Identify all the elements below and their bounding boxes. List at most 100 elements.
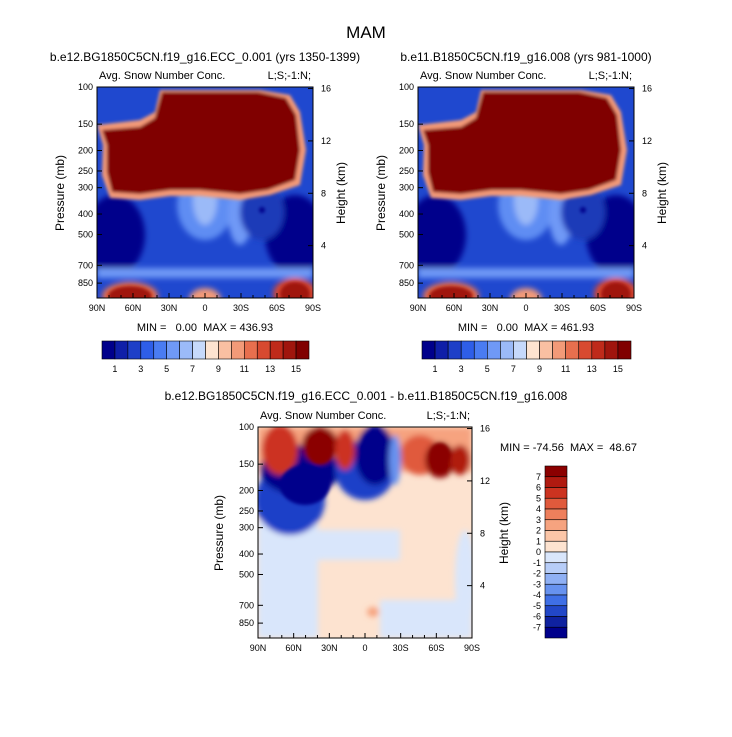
colorbar-swatch xyxy=(539,340,553,360)
colorbar-swatch xyxy=(544,626,568,639)
y-tick-label: 250 xyxy=(399,166,414,176)
y-tick-label: 400 xyxy=(78,209,93,219)
panel-ecc: b.e12.BG1850C5CN.f19_g16.ECC_0.001 (yrs … xyxy=(50,50,360,334)
y-tick-label: 100 xyxy=(78,82,93,92)
colorbar-label: 0 xyxy=(536,547,541,557)
x-tick-label: 90S xyxy=(305,303,321,313)
colorbar-swatch xyxy=(460,340,475,360)
colorbar-swatch xyxy=(544,594,568,607)
colorbar-swatch xyxy=(544,605,568,617)
panel-difference: b.e12.BG1850C5CN.f19_g16.ECC_0.001 - b.e… xyxy=(165,389,637,653)
y-tick-label: 300 xyxy=(239,523,254,533)
x-tick-label: 0 xyxy=(362,643,367,653)
axis-ylabel-right: Height (km) xyxy=(655,162,669,224)
y-tick-label-right: 16 xyxy=(642,84,652,94)
axis-ticks: 100 150 200 250 300 400 500 700 850 16 12 8 4 90N 60N 3… xyxy=(399,82,652,313)
colorbar-swatch xyxy=(544,497,568,510)
y-tick-label-right: 16 xyxy=(480,424,490,434)
x-tick-label: 60N xyxy=(285,643,302,653)
colorbar-label: 7 xyxy=(511,364,516,374)
y-tick-label: 250 xyxy=(78,166,93,176)
y-tick-label: 150 xyxy=(239,459,254,469)
colorbar-swatch xyxy=(231,340,245,360)
axis-ticks: 100 150 200 250 300 400 500 700 850 16 12 8 4 90N 60N 3… xyxy=(78,82,331,313)
y-tick-label: 200 xyxy=(78,146,93,156)
y-tick-label-right: 8 xyxy=(480,528,485,538)
colorbar-label: 3 xyxy=(138,364,143,374)
axis-ylabel: Pressure (mb) xyxy=(53,155,67,231)
colorbar-swatch xyxy=(256,340,271,360)
y-tick-label: 850 xyxy=(78,278,93,288)
colorbar-swatch xyxy=(544,616,568,628)
colorbar-swatch xyxy=(544,519,568,531)
panel-subtitle-left: Avg. Snow Number Conc. xyxy=(99,70,225,82)
colorbar-swatch xyxy=(565,340,580,360)
panel-title: b.e12.BG1850C5CN.f19_g16.ECC_0.001 - b.e… xyxy=(165,389,568,403)
page-title: MAM xyxy=(346,23,386,42)
colorbar-swatch xyxy=(166,340,180,360)
colorbar-swatch xyxy=(578,340,593,360)
y-tick-label: 400 xyxy=(239,549,254,559)
y-tick-label: 100 xyxy=(399,82,414,92)
colorbar-swatch xyxy=(487,340,501,360)
colorbar-swatch xyxy=(544,573,568,585)
x-tick-label: 30N xyxy=(482,303,499,313)
colorbar-swatch xyxy=(544,583,568,596)
y-tick-label: 200 xyxy=(239,486,254,496)
x-tick-label: 30N xyxy=(321,643,338,653)
y-tick-label: 150 xyxy=(399,119,414,129)
colorbar-label: 13 xyxy=(265,364,275,374)
y-tick-label: 150 xyxy=(78,119,93,129)
colorbar-swatch xyxy=(282,340,297,360)
colorbar-swatch xyxy=(544,508,568,521)
colorbar-label: -4 xyxy=(533,590,541,600)
y-tick-label: 250 xyxy=(239,506,254,516)
colorbar-swatch xyxy=(244,340,258,360)
colorbar-label: 7 xyxy=(536,472,541,482)
colorbar-label: 9 xyxy=(537,364,542,374)
colorbar-label: 3 xyxy=(536,515,541,525)
axis-ylabel: Pressure (mb) xyxy=(212,495,226,571)
y-tick-label: 850 xyxy=(239,618,254,628)
colorbar-label: 4 xyxy=(536,504,541,514)
colorbar-swatch xyxy=(513,340,527,360)
colorbar-label: 9 xyxy=(216,364,221,374)
y-tick-label-right: 8 xyxy=(642,188,647,198)
y-tick-label-right: 12 xyxy=(480,476,490,486)
colorbar-label: -7 xyxy=(533,622,541,632)
y-tick-label-right: 12 xyxy=(321,136,331,146)
colorbar-swatch xyxy=(526,340,540,360)
colorbar-top-right: 1 3 5 7 9 11 13 15 xyxy=(421,340,632,374)
x-tick-label: 60S xyxy=(590,303,606,313)
heatmap-field xyxy=(418,87,634,298)
colorbar-swatch xyxy=(544,476,568,488)
colorbar-swatch xyxy=(127,340,142,360)
colorbar-swatch xyxy=(447,340,462,360)
y-tick-label: 400 xyxy=(399,209,414,219)
colorbar-swatch xyxy=(140,340,155,360)
colorbar-swatch xyxy=(179,340,193,360)
y-tick-label: 500 xyxy=(239,569,254,579)
axis-ylabel-right: Height (km) xyxy=(334,162,348,224)
x-tick-label: 0 xyxy=(202,303,207,313)
colorbar-label: 11 xyxy=(240,364,249,374)
x-tick-label: 60S xyxy=(428,643,444,653)
y-tick-label: 100 xyxy=(239,422,254,432)
colorbar-swatch xyxy=(544,551,568,564)
colorbar-label: -5 xyxy=(533,601,541,611)
x-tick-label: 30N xyxy=(161,303,178,313)
y-tick-label: 200 xyxy=(399,146,414,156)
y-tick-label-right: 16 xyxy=(321,84,331,94)
y-tick-label-right: 4 xyxy=(321,241,326,251)
y-tick-label: 500 xyxy=(78,229,93,239)
colorbar-swatch xyxy=(295,340,310,360)
x-tick-label: 90S xyxy=(626,303,642,313)
heatmap-field xyxy=(258,427,472,638)
colorbar-swatch xyxy=(544,530,568,542)
panel-subtitle-right: L;S;-1:N; xyxy=(268,70,311,82)
colorbar-label: -3 xyxy=(533,579,541,589)
colorbar-swatch xyxy=(544,465,568,478)
colorbar-label: 1 xyxy=(536,536,541,546)
panel-subtitle-right: L;S;-1:N; xyxy=(589,70,632,82)
x-tick-label: 60N xyxy=(446,303,463,313)
